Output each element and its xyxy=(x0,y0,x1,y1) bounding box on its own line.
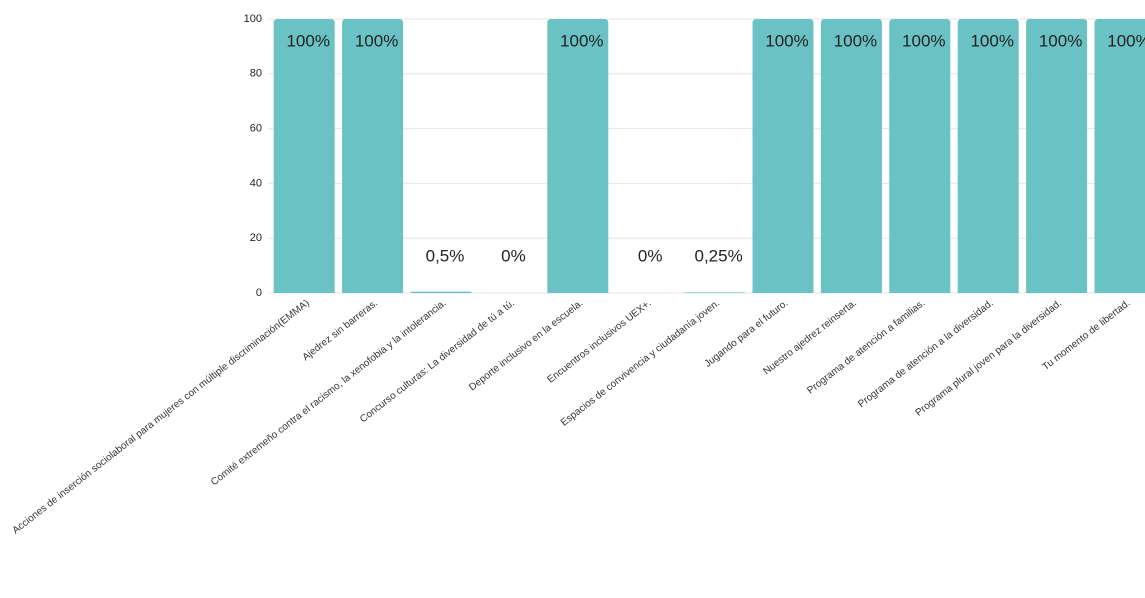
y-tick-label: 80 xyxy=(250,68,262,80)
bar xyxy=(342,19,404,293)
value-label: 100% xyxy=(834,31,877,50)
x-tick-label: Programa de atención a familias. xyxy=(805,298,927,397)
bar xyxy=(889,19,951,293)
x-tick-label: Espacios de convivencia y ciudadanía jov… xyxy=(559,298,722,429)
bar xyxy=(684,292,746,293)
value-label: 100% xyxy=(1107,31,1145,50)
value-label: 100% xyxy=(902,31,945,50)
bar xyxy=(820,19,882,293)
y-tick-label: 60 xyxy=(250,123,262,135)
bar xyxy=(273,19,335,293)
y-tick-label: 0 xyxy=(256,287,262,299)
x-tick-label: Deporte inclusivo en la escuela. xyxy=(467,298,585,394)
value-label: 100% xyxy=(355,31,398,50)
value-label: 100% xyxy=(970,31,1013,50)
value-label: 0,25% xyxy=(694,246,742,265)
x-tick-label: Programa de atención a la diversidad. xyxy=(856,298,996,410)
value-label: 0% xyxy=(638,246,663,265)
bar xyxy=(547,19,609,293)
x-tick-label: Comité extremeño contra el racismo, la x… xyxy=(209,298,448,488)
bar xyxy=(410,291,472,293)
bar xyxy=(957,19,1019,293)
bar xyxy=(752,19,814,293)
value-label: 100% xyxy=(560,31,603,50)
y-tick-label: 40 xyxy=(250,177,262,189)
bar xyxy=(1094,19,1145,293)
y-tick-label: 100 xyxy=(244,13,262,25)
x-tick-label: Ajedrez sin barreras. xyxy=(301,298,380,363)
bar xyxy=(1026,19,1088,293)
y-tick-label: 20 xyxy=(250,232,262,244)
value-label: 100% xyxy=(765,31,808,50)
x-tick-label: Programa plural joven para la diversidad… xyxy=(914,298,1064,419)
value-label: 0,5% xyxy=(426,246,465,265)
value-label: 100% xyxy=(1039,31,1082,50)
x-tick-label: Concurso culturas: La diversidad de tú a… xyxy=(358,298,517,425)
value-label: 0% xyxy=(501,246,526,265)
x-tick-label: Acciones de inserción sociolaboral para … xyxy=(11,298,312,537)
value-label: 100% xyxy=(286,31,329,50)
